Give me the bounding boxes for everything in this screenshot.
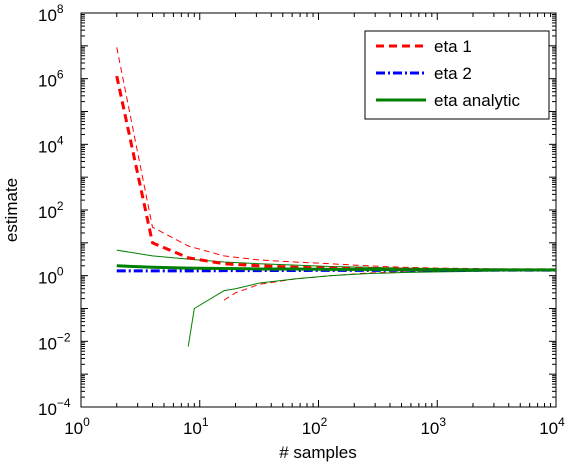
y-tick-label: 100 [38,265,64,288]
y-tick-label: 10−4 [38,396,71,419]
y-tick-label: 10−2 [38,330,71,353]
y-axis-label: estimate [2,178,21,242]
x-axis-label: # samples [279,443,356,462]
series-layer [115,47,557,347]
legend: eta 1 eta 2 eta analytic [364,30,550,120]
x-tick-label: 103 [420,415,446,438]
legend-label-eta-1: eta 1 [434,37,472,56]
legend-label-eta-analytic: eta analytic [434,91,520,110]
x-tick-label: 104 [539,415,565,438]
series-line-eta-analytic [116,264,556,272]
x-tick-label: 100 [64,415,90,438]
x-tick-label: 101 [183,415,209,438]
x-tick-label: 102 [302,415,328,438]
legend-label-eta-2: eta 2 [434,64,472,83]
y-tick-label: 102 [38,199,64,222]
series-line-eta-1-lower [223,269,557,301]
y-tick-label: 106 [38,68,64,91]
ticks-layer: 100 101 102 103 104 10−4 10−2 100 102 104 106 108 [38,2,565,438]
y-tick-label: 108 [38,2,64,25]
y-tick-label: 104 [38,133,64,156]
